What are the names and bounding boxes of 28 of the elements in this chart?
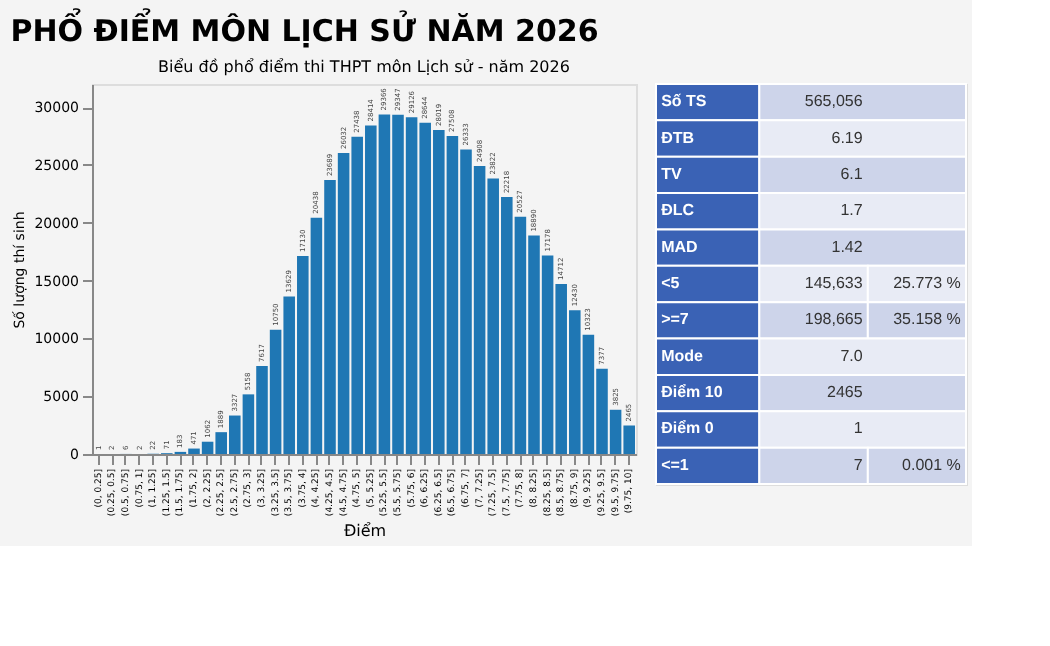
category-label: <=1 xyxy=(661,455,689,474)
text: 1.7 xyxy=(840,201,863,220)
text: 1.42 xyxy=(831,237,863,256)
text: 565,056 xyxy=(804,92,863,111)
text: 1 xyxy=(853,419,863,438)
chart-subtitle: Biểu đồ phổ điểm thi THPT môn Lịch sử - năm 2026 xyxy=(158,58,570,76)
text: 0.001 % xyxy=(902,455,961,474)
category-label: Điểm 10 xyxy=(661,383,723,402)
category-label: Số TS xyxy=(661,92,707,111)
category-label: Mode xyxy=(661,346,703,365)
text: 6.19 xyxy=(831,128,863,147)
chart-title: PHỔ ĐIỂM MÔN LỊCH SỬ NĂM 2026 xyxy=(10,7,599,49)
text: 7.0 xyxy=(840,346,863,365)
category-label: TV xyxy=(661,164,682,183)
category-label: ĐLC xyxy=(661,201,695,220)
category-label: Điểm 0 xyxy=(661,419,714,438)
text: 7 xyxy=(853,455,863,474)
x-axis-title: Điểm xyxy=(343,522,387,541)
text: 198,665 xyxy=(804,310,863,329)
category-label: <5 xyxy=(661,274,680,292)
text: 35.158 % xyxy=(893,310,961,329)
category-label: >=7 xyxy=(661,310,689,329)
category-label: MAD xyxy=(661,237,698,256)
text: 25.773 % xyxy=(893,274,961,292)
text: 6.1 xyxy=(840,164,863,183)
text: 2465 xyxy=(827,383,863,402)
category-label: ĐTB xyxy=(661,128,695,147)
text: 145,633 xyxy=(804,274,863,292)
